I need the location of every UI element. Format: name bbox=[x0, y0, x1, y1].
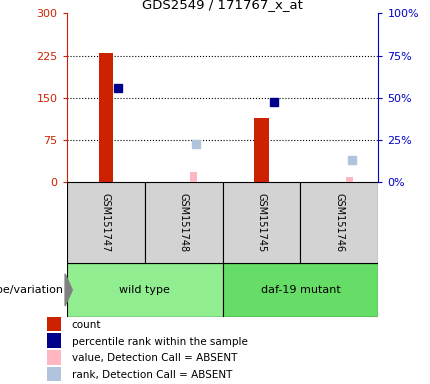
Polygon shape bbox=[65, 274, 72, 306]
Bar bbox=[255, 118, 268, 182]
Text: daf-19 mutant: daf-19 mutant bbox=[261, 285, 340, 295]
Bar bbox=[67, 182, 144, 263]
Bar bbox=[223, 182, 301, 263]
Text: percentile rank within the sample: percentile rank within the sample bbox=[72, 337, 248, 347]
Bar bbox=[301, 182, 378, 263]
Text: value, Detection Call = ABSENT: value, Detection Call = ABSENT bbox=[72, 353, 237, 364]
Text: GSM151746: GSM151746 bbox=[335, 193, 344, 252]
Bar bbox=[190, 172, 197, 182]
Bar bbox=[346, 177, 353, 182]
Text: GSM151748: GSM151748 bbox=[178, 193, 189, 252]
Bar bbox=[67, 263, 223, 317]
Bar bbox=[46, 316, 61, 331]
Text: rank, Detection Call = ABSENT: rank, Detection Call = ABSENT bbox=[72, 370, 232, 380]
Bar bbox=[223, 263, 378, 317]
Text: GSM151747: GSM151747 bbox=[101, 193, 111, 252]
Text: GSM151745: GSM151745 bbox=[256, 193, 267, 252]
Bar bbox=[144, 182, 223, 263]
Bar bbox=[46, 350, 61, 364]
Bar bbox=[98, 53, 113, 182]
Bar bbox=[46, 366, 61, 381]
Bar bbox=[46, 333, 61, 348]
Text: count: count bbox=[72, 320, 101, 330]
Text: genotype/variation: genotype/variation bbox=[0, 285, 64, 295]
Title: GDS2549 / 171767_x_at: GDS2549 / 171767_x_at bbox=[142, 0, 303, 11]
Text: wild type: wild type bbox=[119, 285, 170, 295]
